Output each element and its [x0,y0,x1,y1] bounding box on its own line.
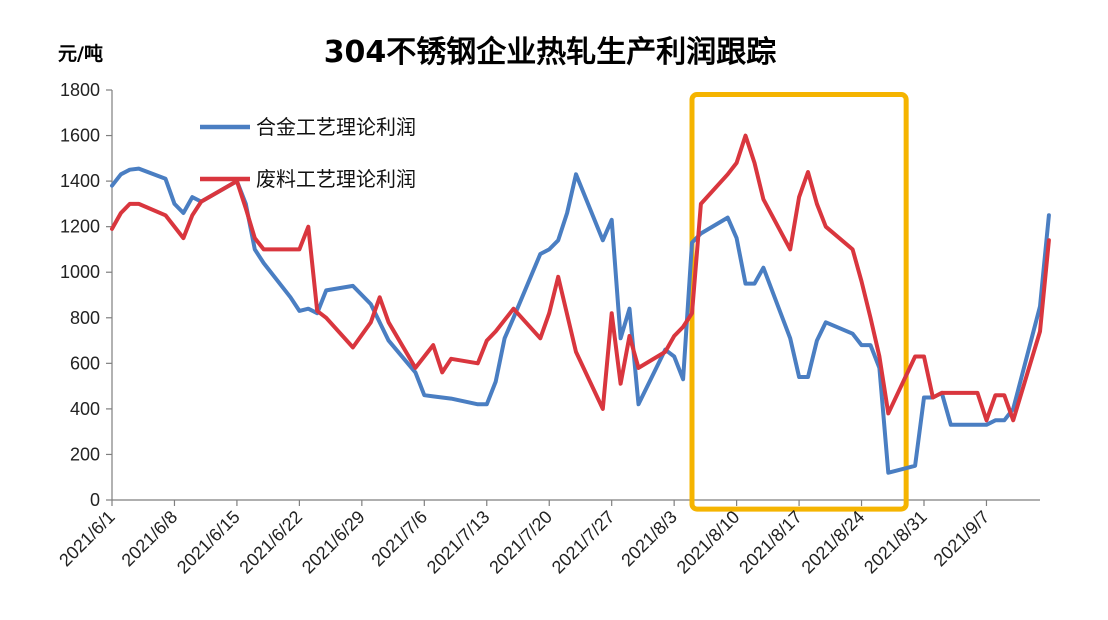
y-tick-label: 800 [70,308,100,328]
x-tick-label: 2021/6/22 [235,507,306,578]
y-tick-label: 200 [70,444,100,464]
y-tick-label: 0 [90,490,100,510]
y-tick-label: 1800 [60,80,100,100]
x-tick-label: 2021/6/8 [118,507,182,571]
x-tick-label: 2021/8/24 [798,507,869,578]
x-tick-label: 2021/7/13 [423,507,494,578]
series-line-1 [110,166,1051,475]
x-tick-label: 2021/7/20 [485,507,556,578]
highlight-layer [689,92,909,512]
y-tick-label: 1000 [60,262,100,282]
x-tick-label: 2021/7/6 [367,507,431,571]
legend-label-1: 合金工艺理论利润 [256,115,416,139]
x-tick-label: 2021/6/15 [173,507,244,578]
chart-title: 304不锈钢企业热轧生产利润跟踪 [324,35,777,70]
series-line-2 [110,133,1051,423]
highlight-box [689,92,909,512]
y-tick-label: 400 [70,399,100,419]
x-tick-label: 2021/7/27 [548,507,619,578]
y-unit-label: 元/吨 [58,42,103,65]
x-tick-label: 2021/8/3 [617,507,681,571]
y-tick-label: 1200 [60,217,100,237]
axes [106,89,1040,506]
x-tick-label: 2021/8/17 [735,507,806,578]
x-tick-label: 2021/8/31 [860,507,931,578]
y-tick-label: 600 [70,353,100,373]
x-tick-label: 2021/6/1 [55,507,119,571]
x-tick-label: 2021/6/29 [298,507,369,578]
y-tick-label: 1400 [60,171,100,191]
tick-labels: 0 200 400 600 800 1000 1200 1400 1600 1800 2021/6/… [55,80,993,577]
x-tick-label: 2021/9/7 [930,507,994,571]
legend-label-2: 废料工艺理论利润 [256,167,416,191]
y-tick-label: 1600 [60,126,100,146]
x-tick-label: 2021/8/10 [673,507,744,578]
series-layer [110,133,1051,475]
